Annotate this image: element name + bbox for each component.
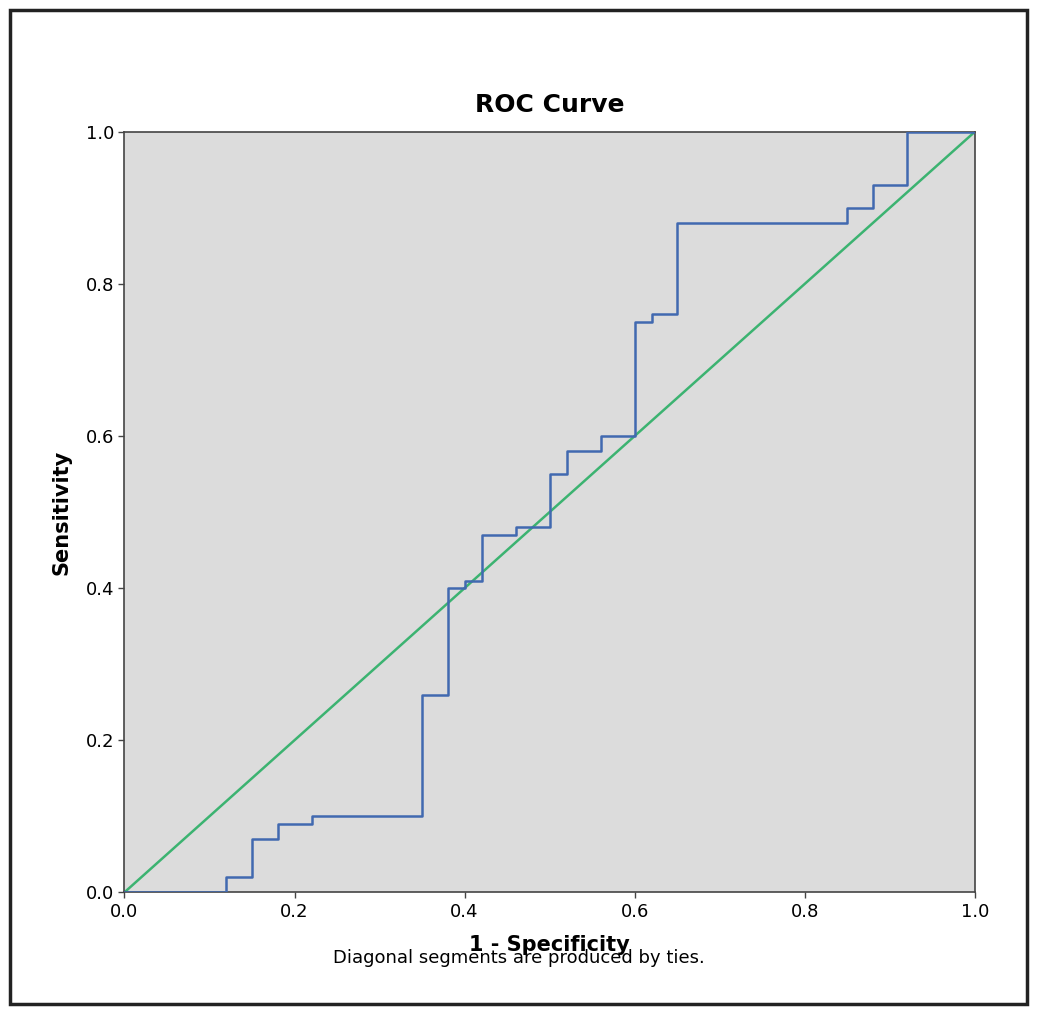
- Title: ROC Curve: ROC Curve: [475, 93, 624, 118]
- X-axis label: 1 - Specificity: 1 - Specificity: [469, 935, 630, 954]
- Y-axis label: Sensitivity: Sensitivity: [52, 449, 72, 575]
- Text: Diagonal segments are produced by ties.: Diagonal segments are produced by ties.: [333, 949, 704, 967]
